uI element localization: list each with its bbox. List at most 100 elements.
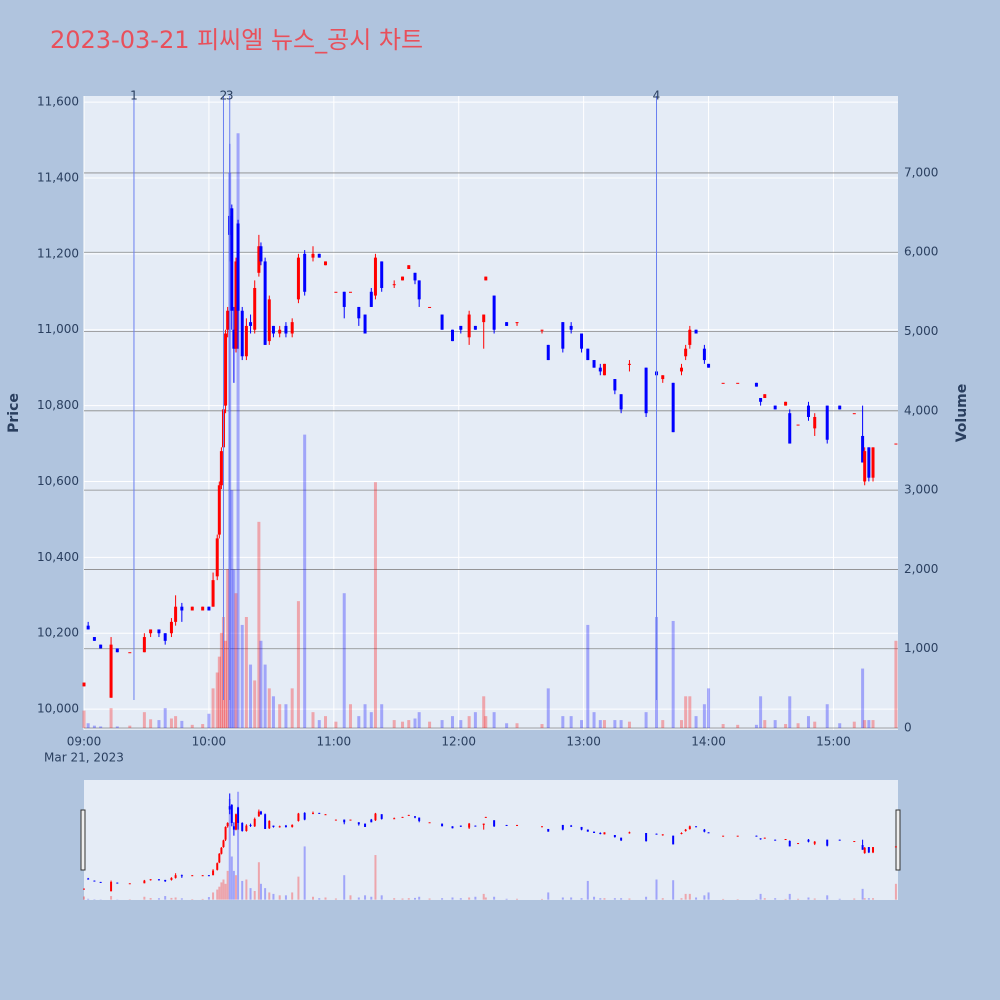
mini-candle-body: [249, 824, 252, 826]
candle-body: [684, 348, 688, 357]
mini-volume-bar: [157, 898, 160, 900]
mini-candle-body: [334, 819, 337, 821]
volume-bar: [369, 712, 373, 729]
mini-candle-body: [484, 816, 487, 818]
mini-candle-body: [241, 822, 244, 831]
volume-bar: [484, 716, 488, 729]
volume-bar: [863, 720, 867, 729]
volume-bar: [417, 712, 421, 729]
volume-bar: [284, 704, 288, 729]
mini-candle-body: [645, 832, 648, 842]
volume-bar: [413, 718, 417, 729]
volume-bar: [492, 712, 496, 729]
mini-volume-bar: [661, 898, 664, 900]
volume-bar: [244, 616, 248, 729]
volume-bar: [569, 716, 573, 729]
mini-volume-bar: [226, 870, 229, 900]
volume-bar: [773, 720, 777, 729]
volume-bar: [871, 720, 875, 729]
candle-body: [773, 405, 777, 410]
y2-tick-label: 4,000: [904, 403, 938, 417]
candle-body: [467, 314, 471, 338]
mini-candle-body: [586, 829, 589, 832]
mini-volume-bar: [414, 897, 417, 900]
volume-bar: [694, 716, 698, 729]
candle-body: [290, 322, 294, 334]
mini-volume-bar: [813, 898, 816, 900]
candle-body: [702, 348, 706, 361]
mini-candle-body: [853, 841, 856, 843]
mini-candle-body: [245, 825, 248, 831]
mini-volume-bar: [174, 897, 177, 900]
candle-body: [180, 606, 184, 611]
candle-body: [296, 257, 300, 300]
candle-body: [540, 329, 544, 331]
candle-body: [253, 287, 257, 330]
candle-body: [569, 325, 573, 330]
mini-candle-body: [722, 835, 725, 837]
volume-bar: [215, 672, 219, 729]
mini-volume-bar: [867, 898, 870, 900]
mini-volume-bar: [343, 875, 346, 900]
mini-candle-body: [228, 806, 231, 810]
mini-candle-body: [695, 826, 698, 828]
volume-bar: [796, 723, 800, 729]
mini-candle-body: [547, 828, 550, 832]
mini-volume-bar: [207, 897, 210, 900]
candle-body: [784, 401, 788, 406]
mini-volume-bar: [110, 896, 113, 900]
candle-body: [459, 325, 463, 330]
range-slider[interactable]: [84, 780, 898, 900]
mini-candle-body: [459, 825, 462, 827]
volume-bar: [392, 720, 396, 729]
mini-volume-bar: [297, 876, 300, 900]
mini-volume-bar: [826, 895, 829, 900]
volume-bar: [363, 704, 367, 729]
mini-volume-bar: [245, 879, 248, 900]
mini-candle-body: [797, 843, 800, 845]
candle-body: [428, 306, 432, 308]
mini-candle-body: [297, 813, 300, 821]
candle-body: [788, 413, 792, 444]
volume-bar: [115, 726, 119, 729]
x-tick-label: 10:00: [192, 735, 227, 749]
candle-body: [257, 246, 261, 273]
candle-body: [417, 280, 421, 300]
x-tick-label: 11:00: [317, 735, 352, 749]
volume-bar: [226, 569, 230, 729]
mini-volume-bar: [695, 897, 698, 900]
mini-candle-body: [516, 824, 519, 826]
mini-volume-bar: [272, 893, 275, 900]
candle-body: [240, 310, 244, 357]
mini-volume-bar: [374, 855, 377, 900]
volume-bar: [736, 724, 740, 729]
mini-candle-body: [93, 880, 96, 882]
mini-candle-body: [414, 816, 417, 818]
mini-candle-body: [174, 875, 177, 878]
candle-body: [592, 360, 596, 368]
mini-candle-body: [207, 875, 210, 877]
mini-candle-body: [180, 875, 183, 877]
mini-volume-bar: [201, 898, 204, 900]
mini-candle-body: [364, 823, 367, 827]
mini-candle-body: [393, 818, 396, 820]
candle-body: [215, 538, 219, 577]
mini-volume-bar: [645, 896, 648, 900]
range-handle[interactable]: [80, 809, 86, 871]
mini-candle-body: [216, 863, 219, 870]
mini-volume-bar: [312, 896, 315, 900]
mini-volume-bar: [570, 897, 573, 900]
x-tick-label: 09:00: [67, 735, 102, 749]
mini-volume-bar: [143, 896, 146, 900]
candle-body: [825, 405, 829, 440]
x-tick-label: 14:00: [691, 735, 726, 749]
range-handle[interactable]: [895, 809, 901, 871]
mini-candle-body: [370, 819, 373, 823]
mini-candle-body: [474, 825, 477, 827]
mini-volume-bar: [763, 898, 766, 900]
mini-candle-body: [237, 807, 240, 823]
volume-bar: [688, 696, 692, 729]
mini-candle-body: [220, 847, 223, 854]
volume-bar: [230, 490, 234, 729]
mini-candle-body: [593, 831, 596, 833]
